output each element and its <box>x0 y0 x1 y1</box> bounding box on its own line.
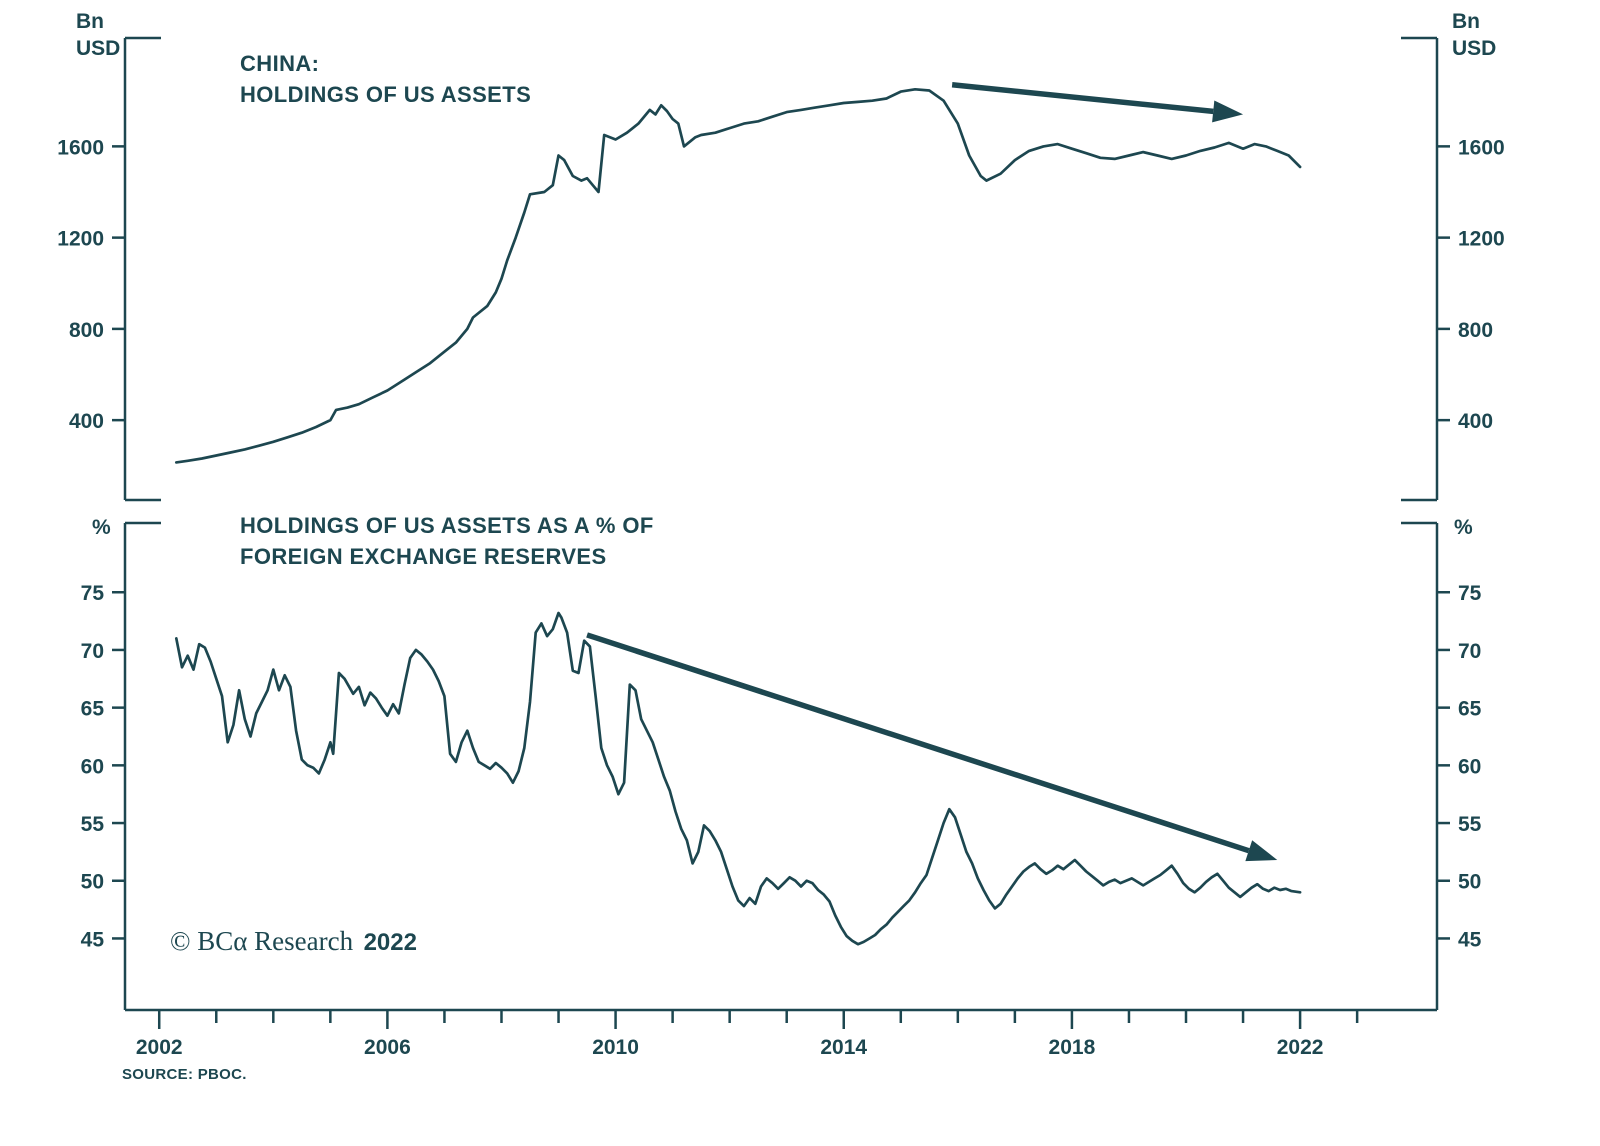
chart1-title-line1: CHINA: <box>240 51 320 76</box>
trend-arrow-shaft <box>951 82 1214 115</box>
unit-line: USD <box>76 37 121 60</box>
y-tick-label-right: 45 <box>1458 928 1482 951</box>
unit-line: Bn <box>76 10 104 33</box>
y-tick-label-left: 75 <box>81 582 105 605</box>
y-tick-label-left: 55 <box>81 813 105 836</box>
y-axis-unit-top-left: Bn USD <box>76 8 120 62</box>
y-tick-label-right: 1600 <box>1458 136 1505 159</box>
y-tick-label-right: 65 <box>1458 698 1482 721</box>
unit-line: Bn <box>1452 10 1480 33</box>
copyright-notice: © BCα Research 2022 <box>170 926 417 957</box>
chart2-title: HOLDINGS OF US ASSETS AS A % OF FOREIGN … <box>240 510 654 572</box>
y-tick-label-left: 65 <box>81 698 105 721</box>
chart2-title-line2: FOREIGN EXCHANGE RESERVES <box>240 544 607 569</box>
unit-line: USD <box>1452 37 1497 60</box>
y-tick-label-right: 1200 <box>1458 228 1505 251</box>
y-axis-unit-bottom-left: % <box>92 516 111 539</box>
copyright-year: 2022 <box>363 929 417 956</box>
data-series-line <box>174 87 1302 464</box>
trend-arrow-head <box>1245 840 1278 862</box>
x-tick-label: 2014 <box>820 1036 867 1059</box>
chart2-title-line1: HOLDINGS OF US ASSETS AS A % OF <box>240 513 654 538</box>
y-tick-label-right: 400 <box>1458 410 1493 433</box>
y-tick-label-left: 70 <box>81 640 104 663</box>
x-tick-label: 2018 <box>1049 1036 1096 1059</box>
x-tick-label: 2022 <box>1277 1036 1324 1059</box>
x-tick-label: 2006 <box>364 1036 411 1059</box>
y-tick-label-left: 50 <box>81 871 104 894</box>
y-tick-label-left: 1600 <box>57 136 104 159</box>
trend-arrow-head <box>1212 100 1244 123</box>
x-tick-label: 2010 <box>592 1036 639 1059</box>
y-axis-unit-top-right: Bn USD <box>1452 8 1496 62</box>
y-axis-unit-bottom-right: % <box>1454 516 1473 539</box>
y-tick-label-right: 70 <box>1458 640 1481 663</box>
y-tick-label-left: 800 <box>69 319 104 342</box>
x-tick-label: 2002 <box>136 1036 183 1059</box>
y-tick-label-right: 60 <box>1458 755 1481 778</box>
chart1-title: CHINA: HOLDINGS OF US ASSETS <box>240 48 531 110</box>
y-tick-label-right: 75 <box>1458 582 1482 605</box>
y-tick-label-right: 800 <box>1458 319 1493 342</box>
chart1-title-line2: HOLDINGS OF US ASSETS <box>240 82 532 107</box>
source-label: SOURCE: PBOC. <box>122 1066 247 1083</box>
y-tick-label-left: 1200 <box>57 228 104 251</box>
trend-arrow-shaft <box>586 632 1250 854</box>
y-tick-label-left: 400 <box>69 410 104 433</box>
data-series-line <box>174 611 1302 946</box>
y-tick-label-right: 55 <box>1458 813 1482 836</box>
y-tick-label-right: 50 <box>1458 871 1481 894</box>
copyright-text: © BCα Research <box>170 926 354 956</box>
y-tick-label-left: 45 <box>81 928 105 951</box>
y-tick-label-left: 60 <box>81 755 104 778</box>
